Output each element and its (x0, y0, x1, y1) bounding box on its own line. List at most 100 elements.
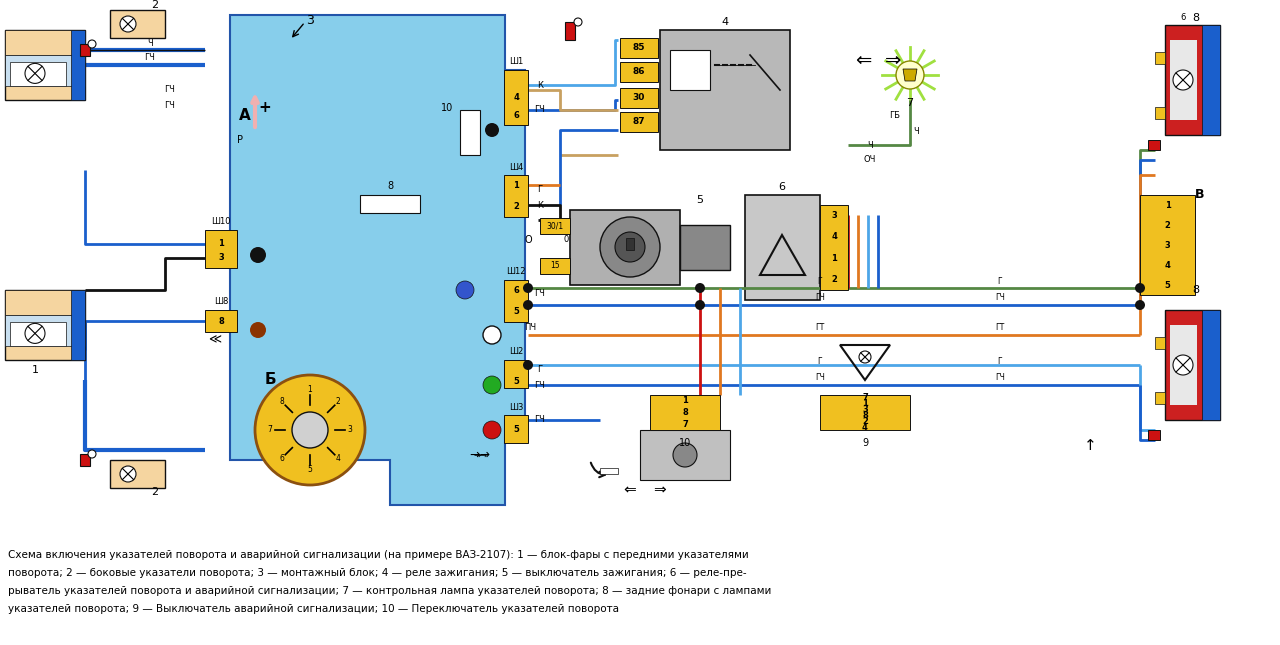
Bar (5, 290, 84, 315)
Text: Схема включения указателей поворота и аварийной сигнализации (на примере ВАЗ-210: Схема включения указателей поворота и ав… (8, 550, 749, 560)
Text: 2: 2 (151, 487, 159, 497)
Circle shape (600, 217, 660, 277)
Bar (640, 430, 730, 480)
Text: ГЧ: ГЧ (165, 101, 175, 110)
Text: 87: 87 (632, 117, 645, 126)
Circle shape (524, 283, 532, 293)
Circle shape (250, 322, 266, 338)
Text: 2: 2 (1165, 221, 1170, 230)
Bar (570, 210, 680, 285)
Text: ГЧ: ГЧ (165, 86, 175, 95)
Bar (10, 321, 67, 346)
Text: 7: 7 (682, 420, 687, 429)
Text: 15: 15 (550, 261, 559, 270)
Circle shape (88, 450, 96, 458)
Text: 10: 10 (678, 438, 691, 448)
Circle shape (485, 123, 499, 137)
Bar (205, 310, 237, 332)
Text: Г: Г (997, 357, 1002, 366)
Circle shape (859, 351, 870, 363)
Text: 85: 85 (632, 43, 645, 52)
Bar (205, 230, 237, 268)
Text: 5: 5 (696, 195, 704, 205)
Text: 4: 4 (513, 93, 518, 102)
Circle shape (573, 18, 582, 26)
Text: 1: 1 (1165, 201, 1170, 210)
Text: В: В (1196, 188, 1204, 201)
Text: 3: 3 (306, 14, 314, 26)
Text: Б: Б (264, 373, 275, 388)
Text: 5: 5 (1165, 281, 1170, 290)
Text: 1: 1 (861, 399, 868, 408)
Text: 7: 7 (863, 393, 868, 402)
Bar (70, 290, 84, 360)
Circle shape (673, 443, 698, 467)
Text: 6: 6 (279, 454, 284, 462)
Text: ⇒: ⇒ (654, 482, 667, 497)
Circle shape (1172, 70, 1193, 90)
Bar (504, 360, 529, 388)
Circle shape (524, 300, 532, 310)
Text: 7: 7 (906, 98, 914, 108)
Text: О: О (525, 235, 531, 245)
Circle shape (695, 283, 705, 293)
Text: ОЧ: ОЧ (864, 155, 877, 164)
Bar (504, 415, 529, 443)
Bar (820, 205, 849, 290)
Circle shape (1172, 355, 1193, 375)
Text: 4: 4 (1165, 261, 1170, 270)
Text: 8: 8 (279, 397, 284, 406)
Text: 8: 8 (863, 411, 868, 420)
Polygon shape (230, 15, 525, 505)
Text: 3: 3 (1165, 241, 1170, 250)
Circle shape (483, 376, 500, 394)
Text: ГЧ: ГЧ (145, 54, 155, 63)
Text: 9: 9 (861, 438, 868, 448)
Circle shape (88, 40, 96, 48)
Bar (5, 290, 84, 360)
Text: ГЧ: ГЧ (995, 293, 1005, 303)
Bar (504, 280, 529, 322)
Text: ГБ: ГБ (890, 110, 901, 119)
Circle shape (483, 326, 500, 344)
Text: А: А (239, 108, 251, 123)
Text: поворота; 2 — боковые указатели поворота; 3 — монтажный блок; 4 — реле зажигания: поворота; 2 — боковые указатели поворота… (8, 568, 746, 578)
Bar (660, 30, 790, 150)
Text: Ч: Ч (867, 141, 873, 150)
Text: 1: 1 (307, 386, 312, 395)
Text: 5: 5 (513, 307, 518, 316)
Bar (650, 395, 719, 430)
Text: К: К (538, 201, 543, 210)
Text: 30/1: 30/1 (547, 221, 563, 230)
Text: 8: 8 (387, 181, 393, 191)
Bar (540, 258, 570, 274)
Text: 6: 6 (513, 286, 518, 295)
Text: →→: →→ (474, 450, 486, 459)
Bar (1155, 107, 1165, 119)
Circle shape (292, 412, 328, 448)
Text: указателей поворота; 9 — Выключатель аварийной сигнализации; 10 — Переключатель : указателей поворота; 9 — Выключатель ава… (8, 604, 620, 614)
Text: ГЧ: ГЧ (815, 293, 824, 303)
Text: Ч: Ч (913, 128, 919, 137)
Text: ГЧ: ГЧ (535, 106, 545, 115)
Bar (79, 44, 90, 56)
Bar (1202, 25, 1220, 135)
Bar (5, 315, 84, 346)
Bar (1202, 310, 1220, 420)
Circle shape (896, 61, 924, 89)
Text: Ш10: Ш10 (211, 217, 230, 226)
Text: 1: 1 (513, 181, 518, 190)
Bar (360, 195, 420, 213)
Bar (5, 54, 84, 86)
Bar (460, 110, 480, 155)
Text: 5: 5 (307, 466, 312, 475)
Text: 2: 2 (335, 397, 340, 406)
Text: 1: 1 (682, 396, 687, 405)
Bar (1140, 195, 1196, 295)
Text: 1: 1 (32, 365, 38, 375)
Bar (540, 218, 570, 234)
Polygon shape (902, 69, 916, 81)
Bar (820, 395, 910, 430)
Text: 2: 2 (151, 0, 159, 10)
Text: Ш8: Ш8 (214, 297, 228, 306)
